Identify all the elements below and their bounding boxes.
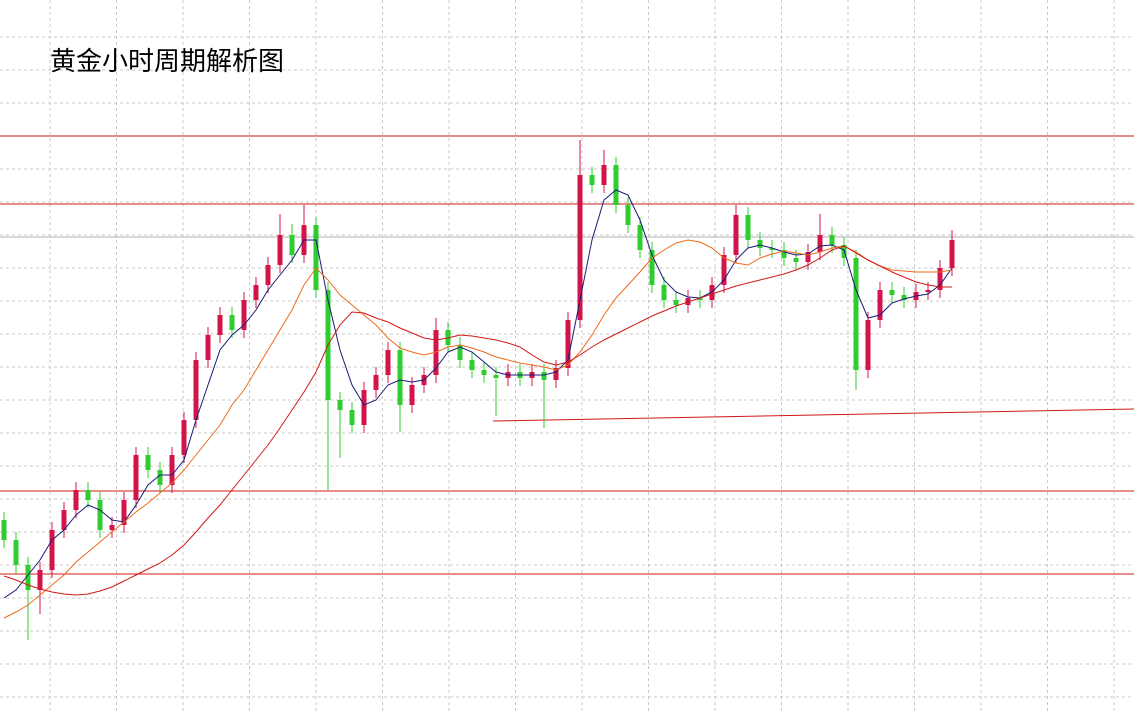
- candle-body: [625, 205, 631, 225]
- candle-body: [73, 490, 79, 510]
- candle-body: [97, 500, 103, 530]
- candle-body: [649, 250, 655, 285]
- candle-body: [337, 400, 343, 410]
- candle-body: [205, 335, 211, 360]
- candle-body: [769, 248, 775, 250]
- candle-body: [169, 455, 175, 485]
- candle-body: [757, 240, 763, 248]
- candle-body: [229, 315, 235, 330]
- candle-body: [157, 470, 163, 485]
- candle-body: [289, 235, 295, 255]
- candle-body: [385, 350, 391, 375]
- candle-body: [817, 235, 823, 252]
- candle-body: [193, 360, 199, 420]
- candle-body: [673, 300, 679, 305]
- candle-body: [541, 372, 547, 380]
- candle-body: [121, 500, 127, 525]
- candle-body: [721, 255, 727, 285]
- candle-body: [949, 240, 955, 268]
- plot: [0, 135, 1134, 640]
- candle-body: [637, 225, 643, 250]
- candle-body: [13, 540, 19, 565]
- candle-body: [889, 290, 895, 295]
- candle-body: [829, 235, 835, 245]
- candle-body: [37, 570, 43, 590]
- candle-body: [925, 290, 931, 292]
- candle-body: [25, 565, 31, 590]
- candle-body: [493, 375, 499, 378]
- ma-line: [3, 189, 953, 599]
- candle-body: [217, 315, 223, 335]
- candle-body: [613, 165, 619, 205]
- candle-body: [181, 420, 187, 455]
- candle-body: [469, 360, 475, 370]
- candle-body: [85, 490, 91, 500]
- candle-body: [277, 235, 283, 265]
- candle-body: [145, 455, 151, 470]
- candle-body: [865, 320, 871, 370]
- candle-body: [793, 258, 799, 262]
- candle-body: [49, 530, 55, 570]
- candle-body: [349, 410, 355, 425]
- candle-body: [805, 252, 811, 262]
- candle-body: [241, 300, 247, 330]
- candle-body: [601, 165, 607, 185]
- trend-line: [492, 408, 1134, 422]
- candle-body: [61, 510, 67, 530]
- candle-body: [409, 385, 415, 405]
- candle-body: [361, 390, 367, 425]
- candle-body: [781, 250, 787, 258]
- candle-body: [265, 265, 271, 285]
- candle-body: [577, 175, 583, 320]
- candle-body: [253, 285, 259, 300]
- candle-body: [373, 375, 379, 390]
- candle-body: [877, 290, 883, 320]
- chart-title: 黄金小时周期解析图: [50, 47, 284, 77]
- candle-body: [133, 455, 139, 500]
- candle-body: [853, 258, 859, 370]
- candle-body: [109, 525, 115, 530]
- ma-line: [3, 239, 953, 619]
- candle-body: [661, 285, 667, 300]
- candle-body: [901, 295, 907, 300]
- candle-body: [937, 268, 943, 290]
- candle-body: [553, 368, 559, 380]
- candle-body: [397, 350, 403, 405]
- candle-body: [697, 298, 703, 300]
- candle-body: [733, 215, 739, 255]
- candle-body: [313, 225, 319, 290]
- candle-body: [589, 175, 595, 185]
- candle-body: [565, 320, 571, 368]
- candle-body: [745, 215, 751, 240]
- ma-line: [3, 245, 952, 596]
- candle-body: [457, 345, 463, 360]
- candle-body: [481, 370, 487, 375]
- candle-body: [1, 520, 7, 540]
